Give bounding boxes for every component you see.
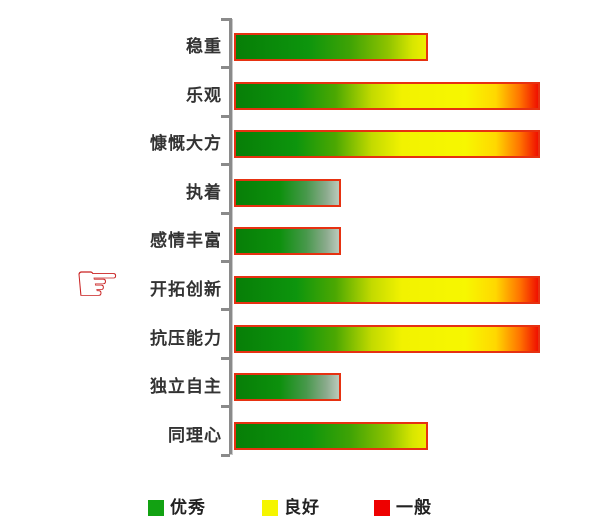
axis-tick: [221, 260, 230, 263]
axis-tick: [221, 115, 230, 118]
legend-label: 优秀: [170, 498, 206, 517]
bar-row: 抗压能力: [0, 325, 604, 353]
bar: [234, 130, 540, 158]
bar: [234, 373, 341, 401]
category-label: 独立自主: [150, 377, 222, 396]
axis-tick: [221, 357, 230, 360]
bar: [234, 82, 540, 110]
bar-row: 同理心: [0, 422, 604, 450]
axis-tick: [221, 454, 230, 457]
axis-tick: [221, 212, 230, 215]
category-label: 开拓创新: [150, 280, 222, 299]
legend-swatch-red: [374, 500, 390, 516]
axis-tick: [221, 163, 230, 166]
legend-label: 一般: [396, 498, 432, 517]
bar: [234, 276, 540, 304]
legend-swatch-green: [148, 500, 164, 516]
bar-row: 慷慨大方: [0, 130, 604, 158]
axis-tick: [221, 308, 230, 311]
category-label: 感情丰富: [150, 231, 222, 250]
bar-row: 独立自主: [0, 373, 604, 401]
axis-tick: [221, 405, 230, 408]
bar: [234, 422, 428, 450]
legend-label: 良好: [284, 498, 320, 517]
bar-row: 执着: [0, 179, 604, 207]
y-axis-line: [229, 18, 232, 454]
bar-row: 开拓创新: [0, 276, 604, 304]
bar: [234, 227, 341, 255]
category-label: 慷慨大方: [150, 134, 222, 153]
category-label: 乐观: [186, 86, 222, 105]
pointer-hand-icon: ☞: [74, 254, 121, 314]
bar-row: 乐观: [0, 82, 604, 110]
legend-swatch-yellow: [262, 500, 278, 516]
category-label: 执着: [186, 183, 222, 202]
bar-row: 稳重: [0, 33, 604, 61]
bar: [234, 33, 428, 61]
bar: [234, 325, 540, 353]
axis-tick: [221, 66, 230, 69]
category-label: 稳重: [186, 37, 222, 56]
category-label: 抗压能力: [150, 329, 222, 348]
bar: [234, 179, 341, 207]
bar-row: 感情丰富: [0, 227, 604, 255]
category-label: 同理心: [168, 426, 222, 445]
axis-tick: [221, 18, 230, 21]
